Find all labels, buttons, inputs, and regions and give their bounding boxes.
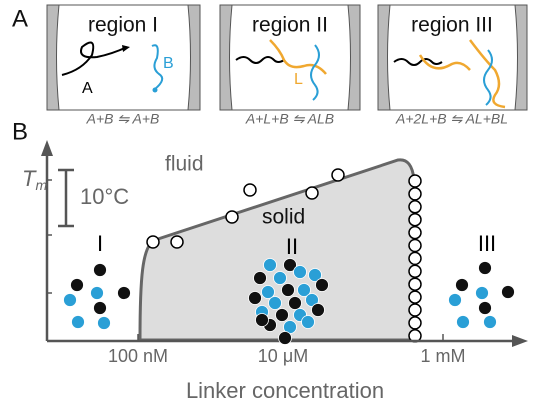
equation: A+L+B ⇋ ALB (245, 111, 334, 127)
strand-label: B (163, 55, 174, 72)
data-point (409, 214, 421, 226)
particle (476, 287, 489, 300)
y-label-sub: m (35, 177, 47, 193)
particle (479, 262, 492, 275)
particle (254, 272, 267, 285)
particle (457, 316, 470, 329)
particle (98, 317, 111, 330)
data-points-part (171, 236, 183, 248)
particle (282, 284, 295, 297)
data-point (409, 317, 421, 329)
data-point (409, 291, 421, 303)
particle (449, 294, 462, 307)
data-point (409, 265, 421, 277)
particle (302, 316, 315, 329)
particle (94, 302, 107, 315)
particle (94, 264, 107, 277)
particle (484, 316, 497, 329)
data-point (409, 304, 421, 316)
particle (71, 279, 84, 292)
data-point (409, 175, 421, 187)
scale-bar (58, 170, 74, 226)
particle (64, 294, 77, 307)
particle (118, 287, 131, 300)
y-axis-label: Tm (22, 166, 47, 193)
region-title: region III (411, 14, 493, 37)
data-points-part (306, 187, 318, 199)
scale-label: 10°C (80, 184, 129, 209)
strand-label: L (294, 71, 303, 88)
data-point (409, 278, 421, 290)
data-point (409, 188, 421, 200)
particle (502, 286, 515, 299)
data-point (409, 201, 421, 213)
particle (279, 332, 292, 345)
particle (264, 259, 277, 272)
region-label: II (286, 234, 298, 259)
equation: A+B ⇋ A+B (86, 111, 160, 127)
data-points-part (226, 211, 238, 223)
particle (316, 279, 329, 292)
panel-label: B (12, 118, 28, 145)
data-point (409, 240, 421, 252)
particle (249, 292, 262, 305)
data-points-part (244, 184, 256, 196)
phase-label: fluid (165, 153, 204, 176)
particle (479, 302, 492, 315)
x-tick-label: 1 mM (421, 346, 466, 366)
particle (289, 297, 302, 310)
panel-label: A (12, 5, 28, 32)
particle (456, 279, 469, 292)
particle (256, 314, 269, 327)
region-box-part (153, 88, 158, 93)
particles (64, 259, 515, 345)
equation: A+2L+B ⇋ AL+BL (395, 111, 508, 127)
x-tick-label: 10 μM (258, 346, 308, 366)
particle (276, 309, 289, 322)
data-points-part (332, 169, 344, 181)
particle (269, 297, 282, 310)
data-point (409, 227, 421, 239)
particle (294, 266, 307, 279)
strand-label: A (82, 80, 93, 97)
data-points-part (147, 236, 159, 248)
panel-a: A region I A B A+B ⇋ A+B region II L A+L… (12, 5, 527, 127)
particle (91, 287, 104, 300)
phase-label: solid (262, 206, 305, 229)
region-title: region I (88, 14, 158, 37)
region-title: region II (252, 14, 328, 37)
region-label: III (478, 231, 496, 256)
region-label: I (97, 231, 103, 256)
figure: A region I A B A+B ⇋ A+B region II L A+L… (0, 0, 535, 407)
particle (72, 316, 85, 329)
particle (274, 272, 287, 285)
data-point (409, 252, 421, 264)
particle (312, 304, 325, 317)
x-axis-label: Linker concentration (186, 378, 384, 403)
x-tick-label: 100 nM (108, 346, 168, 366)
panel-b: B Tm 10°C fluid solid I II III 100 nM 10… (12, 118, 528, 402)
